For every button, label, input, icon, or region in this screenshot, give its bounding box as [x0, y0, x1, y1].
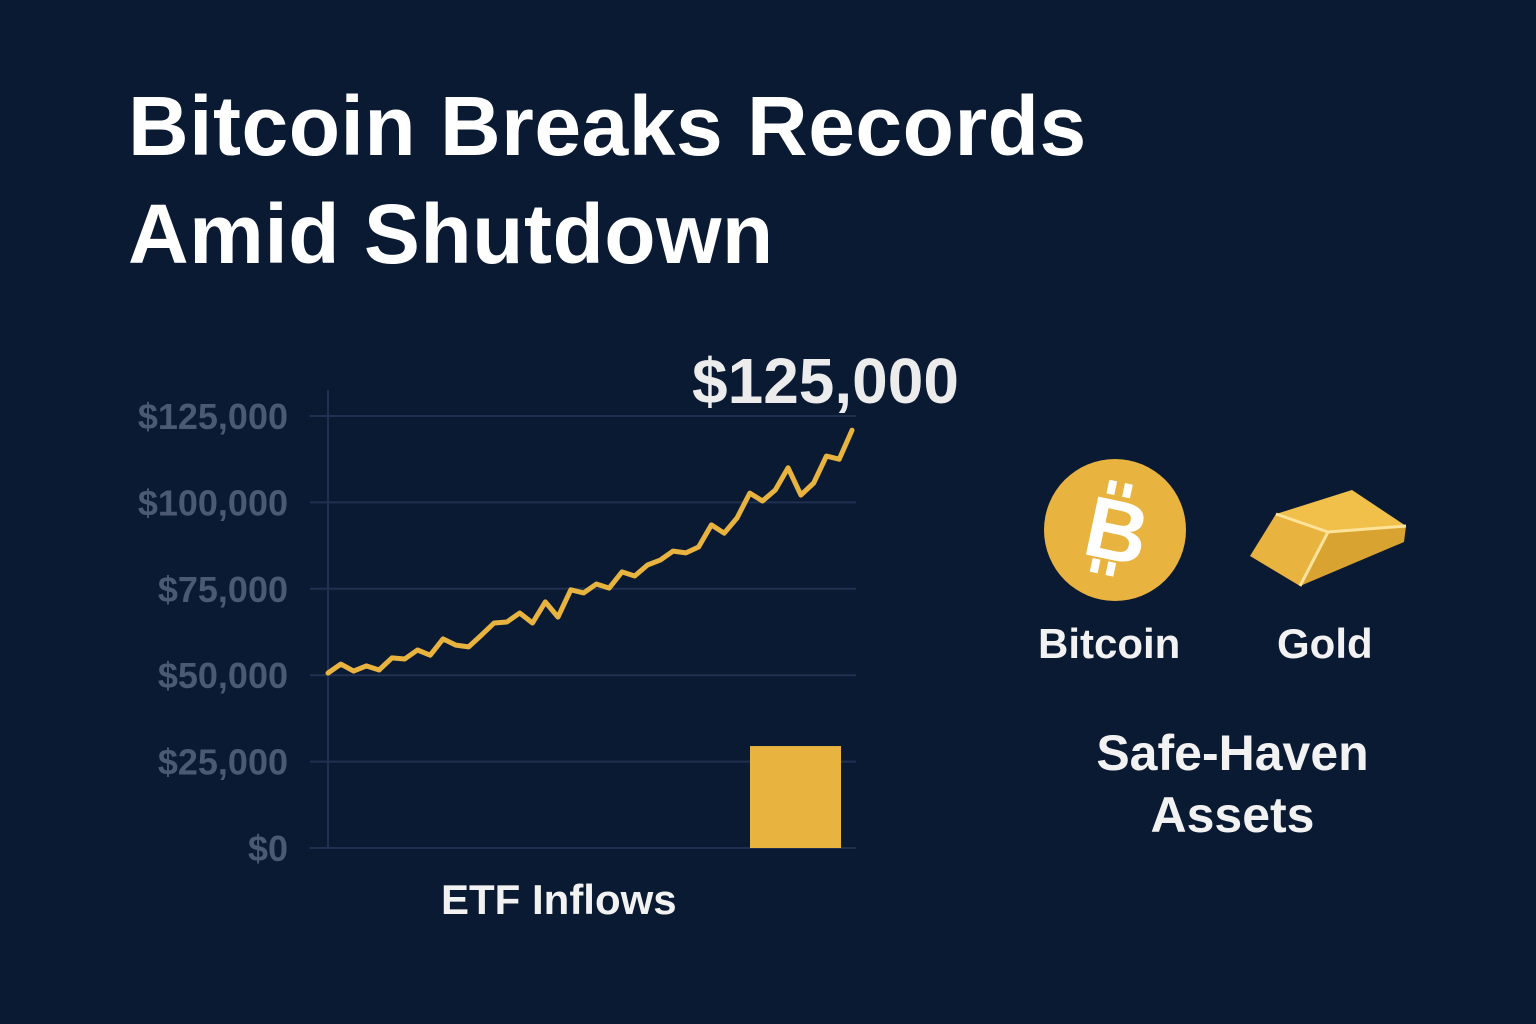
headline: Bitcoin Breaks Records Amid Shutdown — [128, 72, 1087, 288]
caption-line1: Safe-Haven — [1096, 725, 1369, 781]
gold-label: Gold — [1277, 620, 1373, 667]
y-tick-label: $25,000 — [158, 742, 288, 783]
etf-inflows-bar — [750, 746, 841, 848]
y-tick-label: $125,000 — [138, 396, 288, 437]
bitcoin-icon: B — [1044, 459, 1186, 601]
headline-line1: Bitcoin Breaks Records — [128, 79, 1087, 173]
y-tick-label: $0 — [248, 828, 288, 869]
bitcoin-label: Bitcoin — [1038, 620, 1181, 667]
headline-line2: Amid Shutdown — [128, 187, 774, 281]
y-tick-label: $100,000 — [138, 482, 288, 523]
y-tick-label: $75,000 — [158, 569, 288, 610]
gold-bar-icon — [1250, 490, 1407, 587]
caption-line2: Assets — [1150, 787, 1315, 843]
bitcoin-price-line — [325, 427, 855, 676]
peak-price-label: $125,000 — [692, 345, 959, 417]
safe-haven-caption: Safe-Haven Assets — [1060, 722, 1405, 846]
y-tick-label: $50,000 — [158, 655, 288, 696]
etf-inflows-label: ETF Inflows — [441, 876, 677, 923]
